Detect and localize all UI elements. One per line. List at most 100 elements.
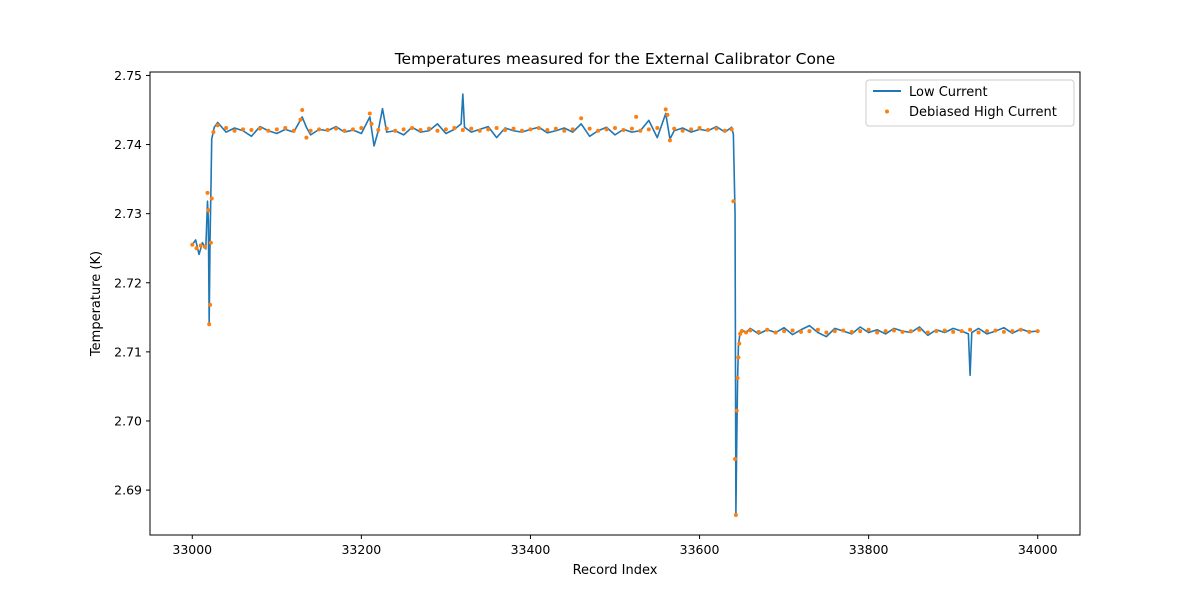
- series-point-debiased-high-current: [734, 408, 739, 413]
- series-point-debiased-high-current: [587, 126, 592, 131]
- series-point-debiased-high-current: [562, 128, 567, 133]
- series-point-debiased-high-current: [993, 328, 998, 333]
- series-point-debiased-high-current: [689, 127, 694, 132]
- legend-debiased-high-current-label: Debiased High Current: [909, 105, 1057, 120]
- chart-title: Temperatures measured for the External C…: [394, 50, 836, 68]
- series-point-debiased-high-current: [976, 330, 981, 335]
- series-point-debiased-high-current: [325, 128, 330, 133]
- series-point-debiased-high-current: [917, 327, 922, 332]
- series-point-debiased-high-current: [393, 128, 398, 133]
- series-point-debiased-high-current: [613, 125, 617, 130]
- series-point-debiased-high-current: [815, 327, 820, 332]
- series-point-debiased-high-current: [206, 208, 211, 213]
- series-point-debiased-high-current: [697, 125, 702, 130]
- series-point-debiased-high-current: [900, 329, 905, 334]
- series-point-debiased-high-current: [215, 123, 220, 128]
- x-tick-label: 33600: [680, 542, 720, 557]
- series-point-debiased-high-current: [410, 125, 415, 130]
- series-point-debiased-high-current: [672, 126, 677, 131]
- series-point-debiased-high-current: [208, 240, 213, 245]
- plot-area: [149, 71, 1081, 536]
- series-point-debiased-high-current: [376, 128, 381, 133]
- series-point-debiased-high-current: [638, 128, 643, 133]
- legend-frame: [865, 79, 1075, 127]
- series-point-debiased-high-current: [401, 127, 406, 132]
- series-point-debiased-high-current: [460, 128, 465, 133]
- series-point-debiased-high-current: [384, 126, 389, 131]
- series-point-debiased-high-current: [782, 329, 787, 334]
- axes-frame: [149, 71, 1081, 536]
- series-point-debiased-high-current: [1001, 329, 1006, 334]
- series-point-debiased-high-current: [291, 128, 296, 133]
- series-point-debiased-high-current: [190, 242, 195, 247]
- y-tick-label: 2.72: [114, 275, 142, 290]
- series-point-debiased-high-current: [528, 127, 533, 132]
- series-point-debiased-high-current: [257, 126, 262, 131]
- series-point-debiased-high-current: [875, 330, 880, 335]
- series-point-debiased-high-current: [596, 128, 601, 133]
- legend-low-current-label: Low Current: [909, 85, 988, 100]
- series-point-debiased-high-current: [308, 128, 313, 133]
- x-axis-ticks: 33000 33200 33400 33600 33800 34000: [172, 535, 1058, 557]
- series-point-debiased-high-current: [807, 329, 812, 334]
- series-point-debiased-high-current: [342, 128, 347, 133]
- series-point-debiased-high-current: [486, 127, 491, 132]
- series-point-debiased-high-current: [646, 127, 651, 132]
- series-point-debiased-high-current: [629, 126, 634, 131]
- series-point-debiased-high-current: [232, 128, 237, 133]
- series-point-debiased-high-current: [435, 128, 440, 133]
- series-point-debiased-high-current: [942, 328, 947, 333]
- series-point-debiased-high-current: [824, 330, 829, 335]
- series-point-debiased-high-current: [205, 190, 210, 195]
- series-point-debiased-high-current: [298, 117, 303, 122]
- series-point-debiased-high-current: [925, 330, 930, 335]
- series-point-debiased-high-current: [968, 327, 973, 332]
- series-point-debiased-high-current: [735, 376, 740, 381]
- series-point-debiased-high-current: [634, 114, 639, 119]
- series-point-debiased-high-current: [714, 126, 719, 131]
- series-point-debiased-high-current: [452, 125, 457, 130]
- series-point-debiased-high-current: [304, 135, 309, 140]
- y-tick-label: 2.69: [114, 483, 142, 498]
- series-point-debiased-high-current: [300, 108, 305, 113]
- legend: Low Current Debiased High Current: [865, 79, 1075, 127]
- series-point-debiased-high-current: [283, 125, 288, 130]
- series-point-debiased-high-current: [959, 329, 964, 334]
- series-point-debiased-high-current: [866, 327, 871, 332]
- series-point-debiased-high-current: [367, 111, 372, 116]
- series-point-debiased-high-current: [773, 330, 778, 335]
- y-axis-ticks: 2.69 2.70 2.71 2.72 2.73 2.74 2.75: [114, 68, 150, 498]
- series-point-debiased-high-current: [477, 128, 482, 133]
- series-point-debiased-high-current: [849, 329, 854, 334]
- y-axis-label: Temperature (K): [89, 251, 104, 357]
- series-point-debiased-high-current: [706, 128, 710, 133]
- x-tick-label: 33000: [172, 542, 212, 557]
- series-point-debiased-high-current: [545, 128, 550, 133]
- series-point-debiased-high-current: [211, 130, 216, 135]
- series-point-debiased-high-current: [274, 127, 279, 132]
- series-point-debiased-high-current: [418, 128, 423, 133]
- series-point-debiased-high-current: [1010, 329, 1015, 334]
- x-tick-label: 34000: [1018, 542, 1058, 557]
- series-point-debiased-high-current: [731, 199, 736, 204]
- series-point-debiased-high-current: [194, 246, 199, 251]
- series-point-debiased-high-current: [756, 329, 761, 334]
- series-point-debiased-high-current: [748, 328, 753, 333]
- series-point-debiased-high-current: [729, 127, 734, 132]
- series-layer: [190, 93, 1040, 517]
- series-point-debiased-high-current: [209, 196, 214, 201]
- y-tick-label: 2.74: [114, 137, 142, 152]
- series-point-debiased-high-current: [765, 327, 770, 332]
- series-point-debiased-high-current: [858, 329, 863, 334]
- series-point-debiased-high-current: [1035, 329, 1040, 334]
- series-point-debiased-high-current: [621, 128, 626, 133]
- series-point-debiased-high-current: [733, 456, 738, 461]
- series-point-debiased-high-current: [655, 125, 660, 130]
- y-tick-label: 2.70: [114, 413, 142, 428]
- y-tick-label: 2.73: [114, 206, 142, 221]
- series-point-debiased-high-current: [908, 329, 913, 334]
- x-tick-label: 33400: [511, 542, 551, 557]
- series-point-debiased-high-current: [1018, 327, 1023, 332]
- series-point-debiased-high-current: [359, 125, 364, 130]
